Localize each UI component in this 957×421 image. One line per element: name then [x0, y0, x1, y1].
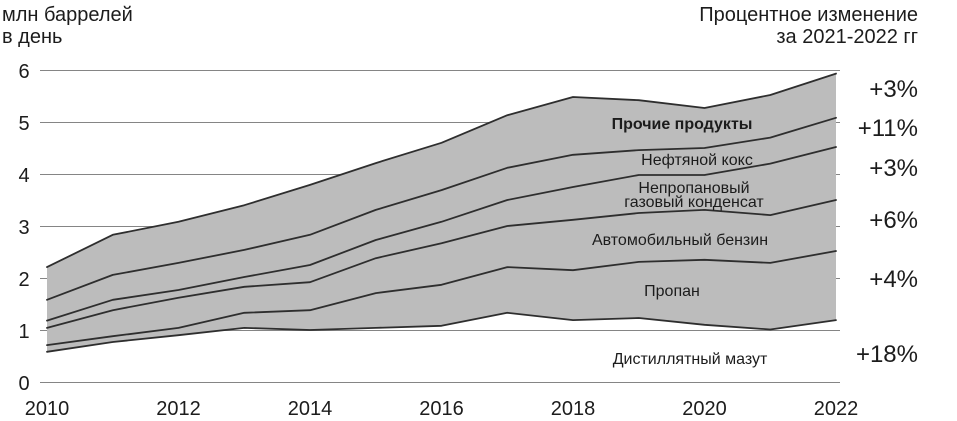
line-propane — [46, 250, 837, 346]
series-label-non-propane-ngl: Непропановый газовый конденсат — [624, 180, 764, 211]
line-distillate-fuel-oil — [46, 311, 837, 353]
x-tick-label: 2014 — [288, 398, 333, 420]
x-tick-label: 2020 — [682, 398, 727, 420]
line-other-products — [46, 72, 837, 268]
y-tick-label: 4 — [18, 165, 29, 187]
change-label-motor-gasoline: +6% — [869, 207, 918, 234]
change-label-distillate-fuel-oil: +18% — [855, 341, 918, 368]
x-tick-label: 2010 — [25, 398, 70, 420]
change-column-title: Процентное изменение за 2021-2022 гг — [699, 4, 918, 48]
y-tick-label: 6 — [18, 61, 29, 83]
area-motor-gasoline — [47, 200, 836, 346]
y-tick-label: 2 — [18, 269, 29, 291]
y-tick-label: 3 — [18, 217, 29, 239]
series-label-petroleum-coke: Нефтяной кокс — [641, 152, 753, 169]
y-tick-label: 0 — [18, 373, 29, 395]
change-label-propane: +4% — [869, 266, 918, 293]
series-lines — [46, 72, 837, 353]
y-axis-unit-label: млн баррелей в день — [2, 4, 133, 48]
series-label-other-products: Прочие продукты — [611, 116, 753, 133]
change-label-other-products: +3% — [869, 76, 918, 103]
y-tick-label: 5 — [18, 113, 29, 135]
x-axis: 2010 2012 2014 2016 2018 2020 2022 — [25, 398, 859, 420]
area-other-products — [47, 73, 836, 300]
area-bands — [47, 73, 836, 352]
y-axis: 0 1 2 3 4 5 6 — [18, 61, 29, 395]
line-non-propane-ngl — [46, 146, 837, 322]
x-tick-label: 2012 — [156, 398, 201, 420]
area-propane — [47, 251, 836, 352]
change-label-non-propane-ngl: +3% — [869, 155, 918, 182]
area-non-propane-ngl — [47, 147, 836, 328]
series-label-distillate-fuel-oil: Дистиллятный мазут — [612, 351, 768, 368]
x-tick-label: 2018 — [551, 398, 596, 420]
y-tick-label: 1 — [18, 321, 29, 343]
x-tick-label: 2022 — [814, 398, 859, 420]
series-label-motor-gasoline: Автомобильный бензин — [591, 232, 769, 249]
line-petroleum-coke — [46, 116, 837, 301]
area-petroleum-coke — [47, 117, 836, 321]
series-label-propane: Пропан — [644, 283, 700, 300]
line-motor-gasoline — [46, 199, 837, 329]
x-tick-label: 2016 — [419, 398, 464, 420]
change-label-petroleum-coke: +11% — [857, 115, 918, 142]
